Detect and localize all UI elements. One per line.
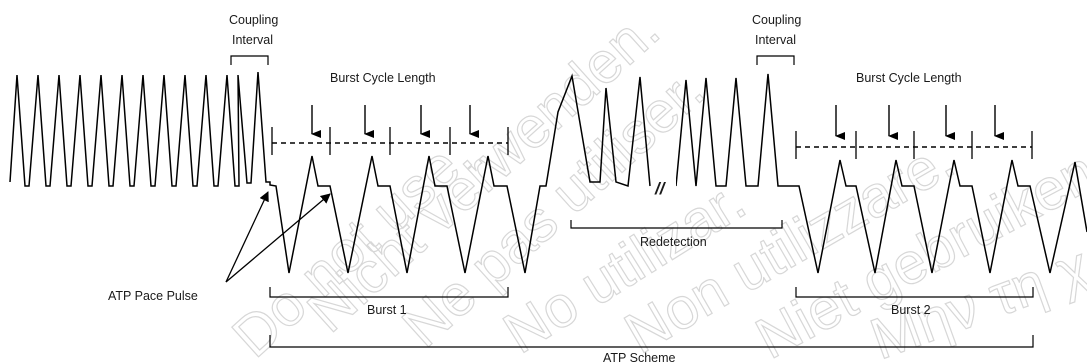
pace-pulse-pointer <box>225 191 269 283</box>
coupling-interval-1-label: Interval <box>232 33 273 47</box>
coupling-interval-2-label: Interval <box>755 33 796 47</box>
break-mark-label: // <box>654 179 667 198</box>
atp-scheme-label: ATP Scheme <box>603 351 676 363</box>
burst-cycle-lines <box>271 127 1033 159</box>
burst-1-bracket: Burst 1 <box>269 287 509 317</box>
bracket-line <box>230 55 269 65</box>
burst-2-bracket: Burst 2 <box>795 287 1034 317</box>
coupling-interval-2-label: Coupling <box>752 13 801 27</box>
bracket-line <box>795 287 1034 298</box>
burst-cycle-length-1-label: Burst Cycle Length <box>330 71 436 85</box>
ecg-waveform <box>9 71 1087 274</box>
burst-1-label: Burst 1 <box>367 303 407 317</box>
redetection-label: Redetection <box>640 235 707 249</box>
bracket-line <box>269 335 1034 348</box>
waveform-trace <box>9 71 1087 274</box>
coupling-interval-1-label: Coupling <box>229 13 278 27</box>
redetection-bracket: Redetection <box>570 220 783 249</box>
bracket-line <box>269 287 509 298</box>
break-gap <box>652 178 676 198</box>
burst-cycle-arrows <box>311 105 1004 140</box>
bracket-line <box>756 55 795 65</box>
burst-cycle-length-2-label: Burst Cycle Length <box>856 71 962 85</box>
burst-ticks <box>271 127 1033 159</box>
atp-pace-pulse-label: ATP Pace Pulse <box>108 289 198 303</box>
pace-pulse-pointer <box>225 193 331 283</box>
coupling-interval-bracket-2 <box>756 55 795 65</box>
coupling-interval-bracket-1 <box>230 55 269 65</box>
atp-pace-pulse-pointers <box>225 191 331 283</box>
bracket-line <box>570 220 783 229</box>
atp-scheme-bracket: ATP Scheme <box>269 335 1034 363</box>
break-mark: // <box>652 178 676 198</box>
burst-2-label: Burst 2 <box>891 303 931 317</box>
